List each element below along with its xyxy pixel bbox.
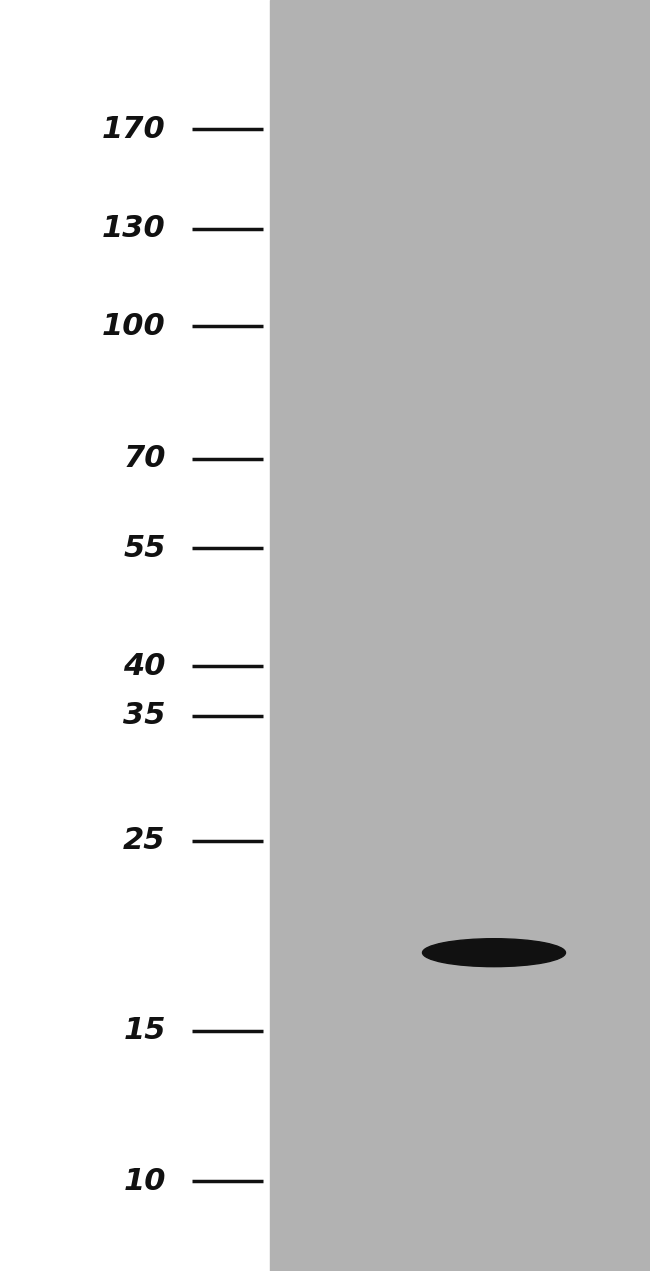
Text: 35: 35	[124, 702, 166, 731]
Text: 40: 40	[124, 652, 166, 681]
Text: 25: 25	[124, 826, 166, 855]
Text: 15: 15	[124, 1016, 166, 1045]
Text: 100: 100	[102, 311, 166, 341]
Text: 130: 130	[102, 215, 166, 243]
Text: 170: 170	[102, 114, 166, 144]
Bar	[270, 0, 650, 1271]
Text: 70: 70	[124, 444, 166, 473]
Text: 55: 55	[124, 534, 166, 563]
Text: 10: 10	[124, 1167, 166, 1196]
Bar	[0, 0, 270, 1271]
Ellipse shape	[422, 939, 566, 967]
